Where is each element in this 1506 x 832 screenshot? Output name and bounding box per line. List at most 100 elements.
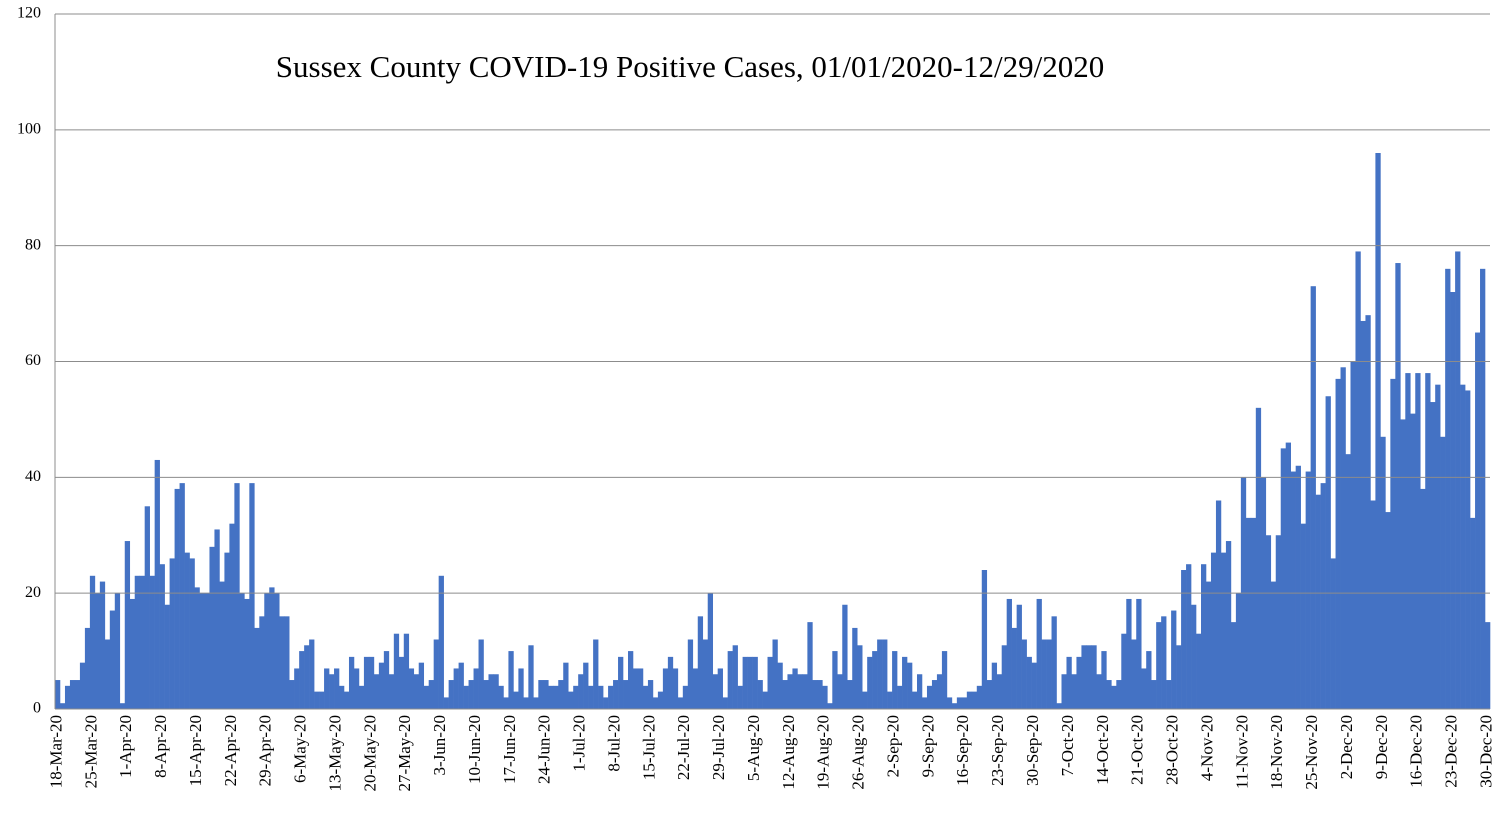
bar bbox=[1275, 535, 1282, 709]
bar bbox=[677, 697, 684, 709]
bar bbox=[583, 662, 589, 709]
bar bbox=[413, 674, 420, 709]
bar bbox=[1076, 656, 1082, 709]
bar bbox=[986, 680, 993, 709]
x-tick-label: 4-Nov-20 bbox=[1197, 715, 1216, 781]
bar bbox=[234, 483, 240, 709]
bar bbox=[363, 656, 370, 709]
bar bbox=[473, 668, 479, 709]
x-tick-label: 29-Apr-20 bbox=[256, 715, 275, 786]
bar bbox=[1116, 680, 1122, 709]
bar bbox=[289, 680, 295, 709]
bar bbox=[114, 593, 121, 709]
y-tick-label: 20 bbox=[25, 584, 41, 601]
x-tick-label: 25-Mar-20 bbox=[81, 715, 100, 788]
bar bbox=[518, 668, 524, 709]
bar bbox=[1051, 616, 1057, 709]
bar bbox=[169, 558, 175, 709]
bar bbox=[134, 575, 141, 709]
x-tick-label: 16-Dec-20 bbox=[1407, 715, 1426, 788]
bar bbox=[543, 680, 549, 709]
x-tick-label: 27-May-20 bbox=[395, 715, 414, 791]
bar bbox=[1470, 517, 1476, 709]
bar bbox=[398, 656, 405, 709]
x-tick-label: 19-Aug-20 bbox=[814, 715, 833, 790]
x-tick-label: 29-Jul-20 bbox=[709, 715, 728, 780]
bar bbox=[817, 680, 823, 709]
x-tick-label: 14-Oct-20 bbox=[1093, 715, 1112, 785]
bar bbox=[672, 668, 679, 709]
x-tick-label: 2-Dec-20 bbox=[1337, 715, 1356, 779]
bar bbox=[752, 656, 758, 709]
bar bbox=[1345, 454, 1351, 709]
bar bbox=[1375, 153, 1381, 709]
bar bbox=[249, 483, 255, 709]
bar bbox=[433, 639, 439, 709]
bar bbox=[842, 604, 848, 709]
bar bbox=[219, 581, 225, 709]
bar bbox=[1091, 645, 1097, 709]
bar bbox=[767, 656, 773, 709]
bar bbox=[204, 593, 210, 709]
bar bbox=[956, 697, 963, 709]
bar bbox=[358, 685, 365, 709]
bar bbox=[981, 570, 988, 709]
bar bbox=[408, 668, 415, 709]
bar bbox=[727, 651, 733, 709]
bar bbox=[1031, 662, 1037, 709]
x-tick-label: 7-Oct-20 bbox=[1058, 715, 1077, 776]
bar bbox=[239, 593, 245, 709]
bar bbox=[822, 685, 828, 709]
bar bbox=[1056, 703, 1062, 709]
bar bbox=[907, 662, 913, 709]
bar bbox=[792, 668, 798, 709]
bar bbox=[692, 668, 699, 709]
bar bbox=[887, 691, 893, 709]
bar bbox=[578, 674, 584, 709]
bar bbox=[1340, 367, 1346, 709]
bar bbox=[284, 616, 290, 709]
bar bbox=[976, 685, 983, 709]
bar bbox=[1205, 581, 1212, 709]
x-tick-label: 26-Aug-20 bbox=[849, 715, 868, 790]
bar bbox=[104, 639, 111, 709]
bar bbox=[857, 645, 863, 709]
bar bbox=[722, 697, 728, 709]
bar bbox=[687, 639, 694, 709]
bar bbox=[1191, 604, 1197, 709]
bar bbox=[149, 575, 155, 709]
bar bbox=[1255, 407, 1262, 709]
bar bbox=[1230, 622, 1237, 709]
bar bbox=[199, 593, 205, 709]
bar bbox=[129, 598, 136, 709]
bar bbox=[966, 691, 973, 709]
bar bbox=[124, 541, 131, 709]
bar bbox=[1285, 442, 1291, 709]
bar bbox=[339, 685, 345, 709]
bar bbox=[159, 564, 165, 709]
bar bbox=[1136, 598, 1142, 709]
bar bbox=[1360, 320, 1366, 709]
bar bbox=[931, 680, 938, 709]
x-tick-label: 1-Apr-20 bbox=[116, 715, 135, 778]
x-tick-label: 21-Oct-20 bbox=[1128, 715, 1147, 785]
bar bbox=[418, 662, 425, 709]
bar bbox=[1465, 390, 1471, 709]
bar bbox=[1146, 651, 1152, 709]
bar bbox=[946, 697, 953, 709]
bar bbox=[1021, 639, 1027, 709]
bar bbox=[264, 593, 270, 709]
bar bbox=[503, 697, 509, 709]
bars bbox=[55, 153, 1491, 710]
bar bbox=[662, 668, 669, 709]
bar bbox=[807, 622, 813, 709]
bar bbox=[1370, 500, 1376, 709]
bar bbox=[1066, 656, 1072, 709]
bar bbox=[593, 639, 599, 709]
bar bbox=[1440, 436, 1446, 709]
x-tick-label: 1-Jul-20 bbox=[570, 715, 589, 772]
bar bbox=[324, 668, 330, 709]
bar bbox=[747, 656, 753, 709]
bar bbox=[1350, 361, 1356, 709]
